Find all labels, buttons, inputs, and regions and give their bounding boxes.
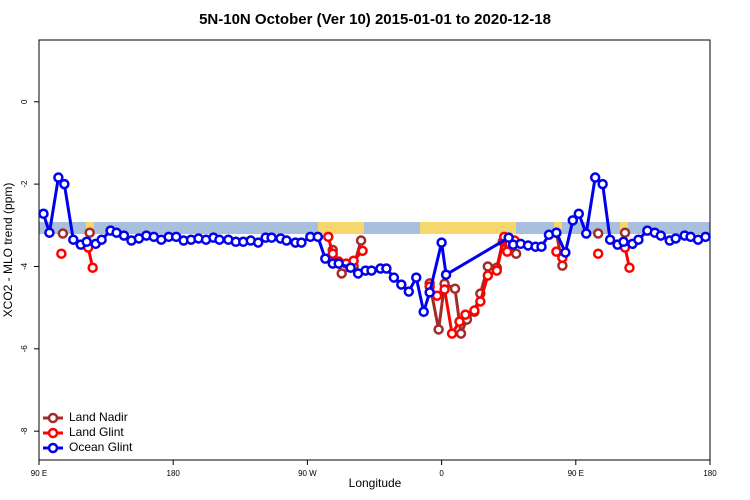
data-point (449, 283, 461, 294)
y-tick-label: -2 (20, 180, 29, 188)
y-axis-label: XCO2 - MLO trend (ppm) (1, 183, 15, 318)
data-point (424, 287, 435, 298)
data-point (436, 237, 447, 248)
data-point (57, 228, 69, 239)
data-point (357, 245, 368, 257)
data-point (38, 208, 49, 220)
data-point (323, 231, 334, 243)
y-tick-label: -8 (20, 427, 29, 435)
data-point (589, 172, 601, 183)
data-point (551, 227, 562, 238)
data-point (96, 234, 107, 245)
data-point (700, 231, 711, 243)
data-point (312, 231, 324, 243)
legend-marker (47, 442, 59, 454)
data-point (510, 248, 522, 259)
data-point (333, 258, 344, 269)
data-point (597, 178, 608, 190)
data-point (366, 265, 377, 276)
data-point (475, 296, 486, 307)
series-line (42, 174, 707, 318)
data-point (491, 265, 503, 276)
data-point (454, 316, 465, 327)
data-point (281, 235, 292, 246)
y-tick-label: 0 (20, 99, 29, 104)
y-tick-label: -6 (20, 345, 29, 353)
data-point (580, 228, 592, 239)
data-point (87, 262, 98, 273)
data-point (618, 236, 629, 248)
legend-label: Land Glint (69, 425, 124, 439)
data-point (81, 236, 92, 248)
data-point (296, 237, 307, 248)
data-point (403, 286, 415, 297)
data-point (536, 241, 547, 252)
data-point (567, 215, 579, 226)
data-point (118, 230, 130, 241)
data-point (418, 306, 429, 318)
data-point (252, 237, 264, 248)
data-point (327, 248, 338, 259)
data-point (592, 228, 604, 239)
data-point (440, 269, 452, 280)
x-tick-label: 90 E (31, 469, 47, 478)
data-point (388, 272, 400, 283)
data-point (345, 262, 356, 273)
data-point (68, 234, 79, 245)
legend-marker (47, 427, 59, 439)
x-axis-label: Longitude (349, 476, 402, 490)
x-tick-label: 0 (439, 469, 444, 478)
x-tick-label: 180 (703, 469, 717, 478)
legend-label: Ocean Glint (69, 440, 133, 454)
data-point (439, 284, 450, 295)
data-point (381, 263, 392, 274)
data-point (446, 328, 458, 339)
data-point (214, 234, 225, 245)
data-point (411, 272, 422, 283)
data-point (433, 324, 444, 335)
data-point (604, 234, 616, 245)
data-point (469, 305, 480, 316)
data-point (655, 230, 667, 241)
data-point (624, 262, 635, 273)
data-point (59, 178, 70, 190)
y-tick-label: -4 (20, 262, 29, 270)
data-point (460, 309, 471, 320)
data-point (396, 279, 407, 290)
data-point (53, 172, 64, 183)
legend-label: Land Nadir (69, 410, 128, 424)
data-point (44, 227, 55, 238)
data-point (619, 227, 631, 238)
data-point (503, 232, 514, 243)
data-point (573, 208, 585, 220)
data-point (455, 328, 467, 339)
data-point (670, 233, 681, 244)
plot-frame (38, 39, 711, 461)
legend-marker (47, 412, 59, 424)
data-point (84, 227, 95, 238)
data-point (355, 235, 367, 246)
data-point (560, 247, 571, 258)
data-point (266, 232, 277, 243)
data-point (482, 261, 494, 272)
data-point (482, 270, 494, 281)
data-point (336, 268, 347, 279)
data-point (320, 253, 331, 264)
data-point (592, 248, 604, 259)
x-tick-label: 90 E (568, 469, 584, 478)
chart-title: 5N-10N October (Ver 10) 2015-01-01 to 20… (199, 11, 551, 28)
data-point (501, 246, 513, 257)
data-point (56, 248, 67, 259)
x-tick-label: 180 (167, 469, 181, 478)
data-point (633, 234, 644, 245)
x-tick-label: 90 W (298, 469, 317, 478)
